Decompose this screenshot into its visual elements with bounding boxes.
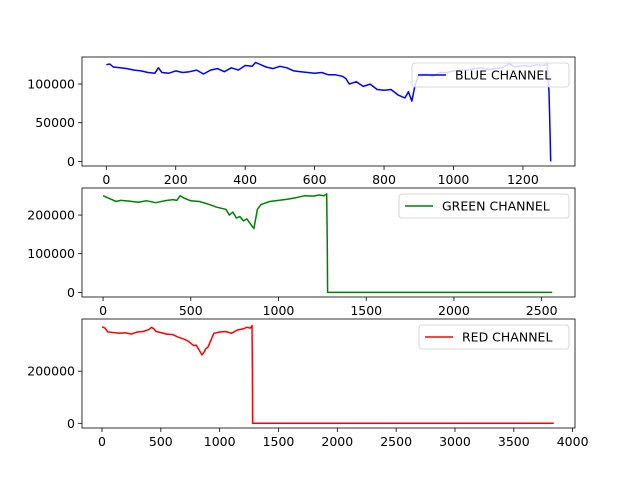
x-tick-label: 1000 xyxy=(438,172,470,187)
y-tick-label: 0 xyxy=(67,416,75,431)
y-tick-label: 0 xyxy=(67,154,75,169)
axes-frame xyxy=(81,56,576,167)
x-tick-label: 800 xyxy=(372,172,396,187)
legend-box xyxy=(411,62,570,88)
y-tick-label: 50000 xyxy=(35,115,75,130)
series-line-3-1 xyxy=(101,324,554,425)
x-tick-label: 200 xyxy=(164,172,188,187)
x-tick-label: 400 xyxy=(233,172,257,187)
y-tick-label: 100000 xyxy=(27,77,75,92)
x-tick-label: 500 xyxy=(149,434,173,449)
y-tick-label: 100000 xyxy=(27,246,75,261)
legend: GREEN CHANNEL xyxy=(398,193,570,219)
x-tick-label: 0 xyxy=(99,303,107,318)
legend-label: BLUE CHANNEL xyxy=(455,68,551,83)
axes-frame xyxy=(81,318,576,429)
x-tick-label: 3000 xyxy=(439,434,471,449)
legend: BLUE CHANNEL xyxy=(411,62,570,88)
x-tick-label: 2500 xyxy=(380,434,412,449)
legend-box xyxy=(398,193,570,219)
x-tick-label: 600 xyxy=(303,172,327,187)
legend-label: GREEN CHANNEL xyxy=(442,199,550,214)
x-tick-label: 1000 xyxy=(263,303,295,318)
x-tick-label: 1500 xyxy=(263,434,295,449)
x-tick-label: 1200 xyxy=(507,172,539,187)
x-tick-label: 0 xyxy=(98,434,106,449)
subplot-1: 0 200 400 600 800 1000 1200 0 50000 100000 BLUE CH… xyxy=(27,56,576,187)
legend-label: RED CHANNEL xyxy=(462,330,552,345)
y-tick-label: 200000 xyxy=(27,208,75,223)
x-tick-label: 3500 xyxy=(498,434,530,449)
series-line-2-1 xyxy=(102,193,553,294)
y-tick-label: 0 xyxy=(67,285,75,300)
subplot-3: 0 500 1000 1500 2000 2500 3000 3500 4000 0 200000 R… xyxy=(27,318,589,449)
x-tick-label: 2000 xyxy=(438,303,470,318)
x-tick-label: 1000 xyxy=(204,434,236,449)
x-tick-label: 4000 xyxy=(557,434,589,449)
legend: RED CHANNEL xyxy=(418,324,570,350)
x-tick-label: 1500 xyxy=(350,303,382,318)
legend-box xyxy=(418,324,570,350)
subplot-2: 0 500 1000 1500 2000 2500 0 100000 200000 GREEN C… xyxy=(27,187,576,318)
x-tick-label: 2000 xyxy=(321,434,353,449)
x-tick-label: 2500 xyxy=(526,303,558,318)
x-tick-label: 500 xyxy=(179,303,203,318)
axes-frame xyxy=(81,187,576,298)
y-tick-label: 200000 xyxy=(27,364,75,379)
x-tick-label: 0 xyxy=(102,172,110,187)
